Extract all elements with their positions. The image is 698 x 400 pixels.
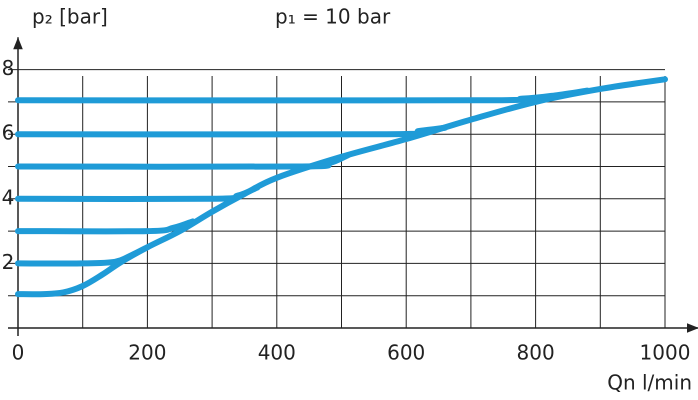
y-tick-label: 2 — [2, 250, 15, 274]
line-series — [15, 124, 449, 138]
line-series — [15, 152, 351, 170]
line-series — [15, 184, 261, 203]
line-series — [15, 76, 668, 298]
line-series — [15, 218, 196, 235]
x-tick-label: 800 — [517, 341, 555, 365]
line-series — [15, 87, 591, 104]
line-series — [15, 244, 151, 267]
y-axis-label: p₂ [bar] — [32, 5, 108, 29]
x-tick-label: 600 — [387, 341, 425, 365]
x-tick-label: 1000 — [640, 341, 691, 365]
y-tick-label: 4 — [2, 185, 15, 209]
x-axis-label: Qn l/min — [607, 371, 692, 395]
y-tick-label: 8 — [2, 56, 15, 80]
x-tick-label: 400 — [258, 341, 296, 365]
y-tick-label: 6 — [2, 121, 15, 145]
chart-title: p₁ = 10 bar — [275, 5, 391, 29]
x-tick-label: 0 — [12, 341, 25, 365]
x-tick-label: 200 — [128, 341, 166, 365]
